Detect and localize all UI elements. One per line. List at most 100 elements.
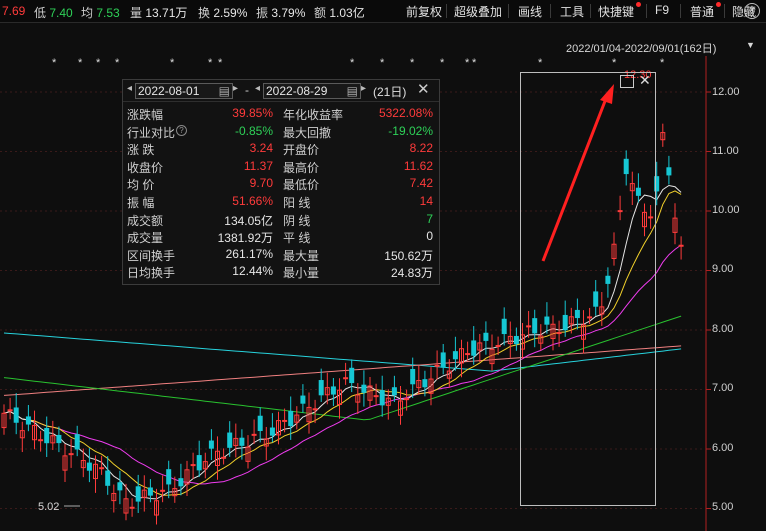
stat-value: 11.62 (403, 158, 433, 173)
candle-body (526, 325, 532, 328)
selection-box[interactable] (520, 72, 656, 506)
end-date-left-arrow-icon[interactable]: ◂ (255, 83, 261, 94)
panel-close-icon[interactable]: ✕ (417, 81, 430, 98)
range-dropdown-icon[interactable]: ▼ (746, 40, 755, 50)
event-star-icon: * (96, 57, 101, 69)
close-circle-icon[interactable]: × (744, 3, 760, 19)
candle-body (56, 434, 62, 444)
red-arrow-head (600, 84, 614, 104)
event-star-icon: * (612, 57, 617, 69)
selection-close-icon[interactable]: ✕ (639, 72, 651, 88)
candle-body (50, 435, 56, 444)
candle-body (276, 420, 281, 436)
ma5-line (3, 184, 682, 500)
candle-body (239, 437, 245, 446)
y-tick-label: 6.00 (712, 442, 734, 454)
normal-mode-button[interactable]: 普通 (690, 5, 715, 19)
end-date-field[interactable]: 2022-08-29 ▤ (263, 83, 361, 99)
calendar-icon[interactable]: ▤ (346, 84, 358, 98)
candle-body (391, 387, 397, 396)
candle-body (629, 183, 635, 192)
candle-body (385, 397, 391, 406)
stats-row: 涨跌幅 39.85% 年化收益率 5322.08% (123, 105, 439, 122)
stat-value: -0.85% (234, 123, 273, 138)
ma60-line (3, 345, 682, 396)
stat-label: 涨跌幅 (127, 108, 164, 122)
quote-amplitude: 振 3.79% (256, 6, 306, 20)
candle-body (623, 158, 629, 175)
calendar-icon[interactable]: ▤ (218, 84, 230, 98)
start-date-field[interactable]: 2022-08-01 ▤ (135, 83, 233, 99)
interval-stats-panel: ◂ 2022-08-01 ▤ ▸ - ◂ 2022-08-29 ▤ ▸ (21日) … (122, 79, 440, 285)
candle-body (489, 348, 495, 365)
candle-body (324, 387, 330, 396)
stat-label: 成交量 (127, 231, 164, 246)
stats-row: 行业对比? -0.85% 最大回撤 -19.02% (123, 123, 439, 140)
candle-body (19, 430, 25, 439)
candle-body (434, 364, 440, 367)
stat-value: 24.83万 (390, 266, 433, 281)
stat-value: 5322.08% (378, 106, 433, 120)
candle-body (330, 386, 336, 395)
f9-button[interactable]: F9 (655, 3, 670, 17)
event-star-icon: * (472, 57, 477, 69)
candle-body (129, 506, 135, 509)
candle-body (123, 498, 129, 514)
stat-label: 最大回撤 (283, 125, 332, 140)
stat-label: 最大量 (283, 248, 320, 263)
red-arrow-shaft (541, 95, 609, 262)
y-tick-label: 10.00 (712, 204, 740, 216)
y-tick-label: 7.00 (712, 382, 734, 394)
shortcut-button[interactable]: 快捷键 (598, 5, 635, 19)
help-icon[interactable]: ? (176, 124, 187, 136)
candle-body (678, 244, 684, 247)
event-star-icon: * (115, 57, 120, 69)
event-star-icon: * (410, 57, 415, 69)
candle-body (459, 348, 464, 364)
event-star-icon: * (52, 57, 57, 69)
stat-label: 日均换手 (127, 266, 176, 281)
candle-body (422, 379, 428, 388)
candle-body (556, 332, 562, 335)
candle-body (202, 461, 208, 470)
quote-toolbar: 7.69 低 7.40 均 7.53 量 13.71万 换 2.59% 振 3.… (0, 0, 766, 23)
candle-body (221, 456, 227, 459)
candle-body (587, 316, 593, 319)
candle-body (648, 216, 654, 219)
candle-body (465, 353, 471, 356)
candle-body (428, 378, 434, 394)
candle-body (245, 446, 251, 462)
stats-row: 涨 跌 3.24 开盘价 8.22 (123, 140, 439, 157)
candle-body (452, 351, 458, 360)
candle-body (1, 412, 7, 429)
super-overlay-button[interactable]: 超级叠加 (454, 5, 503, 19)
event-star-icon: * (538, 57, 543, 69)
candle-body (141, 489, 147, 498)
tools-button[interactable]: 工具 (560, 5, 585, 19)
candle-body (355, 394, 361, 403)
end-date-right-arrow-icon[interactable]: ▸ (361, 83, 367, 94)
draw-line-button[interactable]: 画线 (518, 5, 543, 19)
start-date-left-arrow-icon[interactable]: ◂ (127, 83, 133, 94)
candle-body (654, 176, 660, 192)
candle-body (44, 427, 50, 444)
ma120-line (3, 332, 682, 372)
start-date-right-arrow-icon[interactable]: ▸ (233, 83, 239, 94)
candle-body (440, 352, 446, 368)
selection-stats-icon[interactable] (620, 75, 634, 88)
stat-value: 3.24 (249, 141, 273, 156)
candle-body (117, 482, 123, 491)
event-star-icon: * (350, 57, 355, 69)
stat-value: 14 (419, 194, 433, 208)
forward-adjust-button[interactable]: 前复权 (406, 5, 443, 19)
candle-body (337, 389, 342, 405)
stat-value: 12.44% (232, 264, 273, 279)
ma30-line (3, 315, 682, 421)
candle-body (269, 427, 275, 436)
stats-row: 成交量 1381.92万平 线 0 (123, 228, 439, 245)
candle-body (513, 335, 519, 345)
quote-amount: 额 1.03亿 (314, 6, 365, 20)
candle-body (190, 464, 196, 467)
low-price-label: 5.02 (38, 501, 59, 513)
